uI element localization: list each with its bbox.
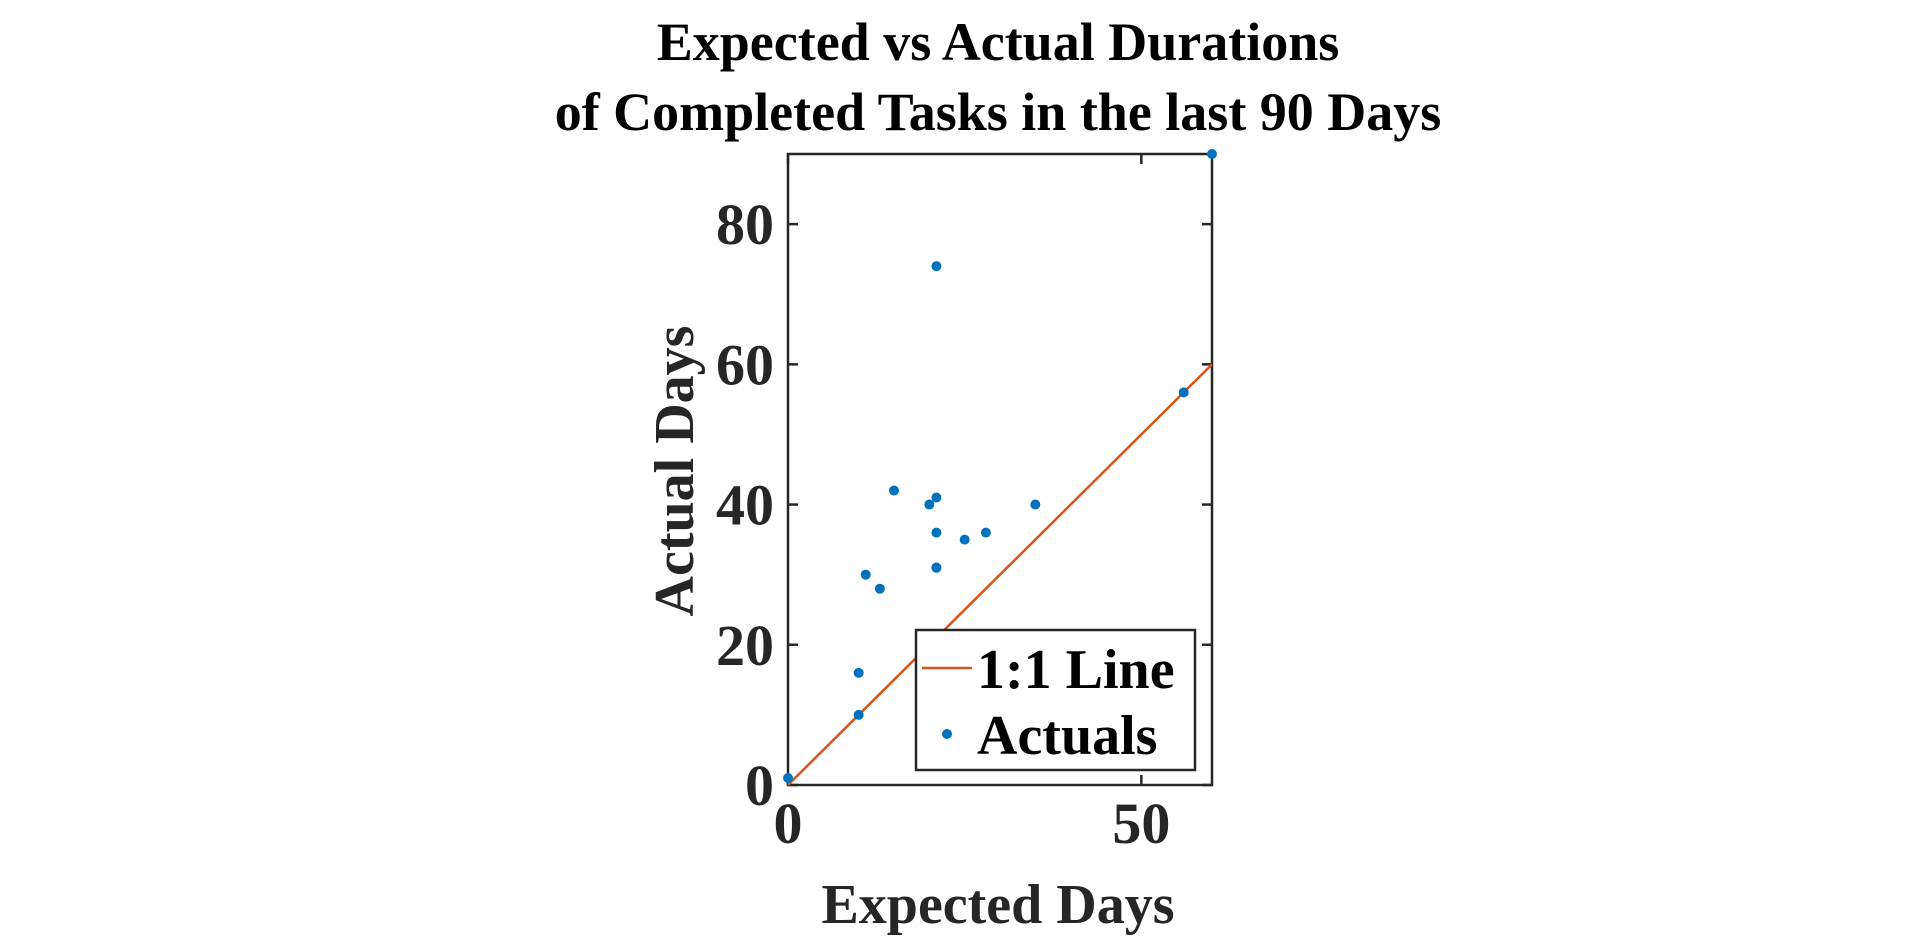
- legend: 1:1 Line Actuals: [914, 628, 1197, 772]
- x-axis-label: Expected Days: [821, 874, 1174, 936]
- data-point-actuals-1: [853, 709, 864, 720]
- data-point-actuals-0: [783, 772, 793, 783]
- axes: 0 50 0 20 40 60 80: [716, 152, 1214, 856]
- legend-box: [914, 628, 1197, 772]
- y-axis-label: Actual Days: [644, 326, 706, 617]
- data-point-actuals-5: [889, 485, 899, 496]
- y-tick-label-60: 60: [716, 332, 774, 397]
- x-tick-label-50: 50: [1112, 791, 1170, 856]
- chart-title-line-1: Expected vs Actual Durations: [657, 12, 1340, 72]
- legend-label-1-1-line: 1:1 Line: [977, 639, 1175, 701]
- axes-box: [786, 152, 1214, 787]
- y-tick-label-40: 40: [716, 473, 774, 538]
- data-point-actuals-15: [1178, 387, 1189, 398]
- data-point-actuals-2: [853, 667, 864, 678]
- data-point-actuals-14: [1030, 499, 1041, 510]
- y-tick-label-0: 0: [745, 753, 774, 818]
- data-point-actuals-8: [931, 492, 942, 503]
- data-point-actuals-13: [980, 527, 991, 538]
- y-tick-label-80: 80: [716, 192, 774, 257]
- data-point-actuals-12: [959, 534, 970, 545]
- data-point-actuals-16: [1207, 149, 1217, 159]
- data-point-actuals-7: [931, 261, 942, 272]
- data-point-actuals-11: [931, 562, 942, 573]
- x-tick-label-0: 0: [774, 791, 803, 856]
- data-point-actuals-3: [860, 569, 871, 580]
- data-point-actuals-6: [924, 499, 935, 510]
- data-point-actuals-9: [931, 527, 942, 538]
- legend-label-actuals: Actuals: [977, 705, 1157, 767]
- y-tick-label-20: 20: [716, 613, 774, 678]
- chart-title-line-2: of Completed Tasks in the last 90 Days: [555, 82, 1442, 142]
- plot-area: [783, 149, 1217, 786]
- data-point-actuals-4: [874, 583, 885, 594]
- legend-marker-swatch: [942, 729, 952, 739]
